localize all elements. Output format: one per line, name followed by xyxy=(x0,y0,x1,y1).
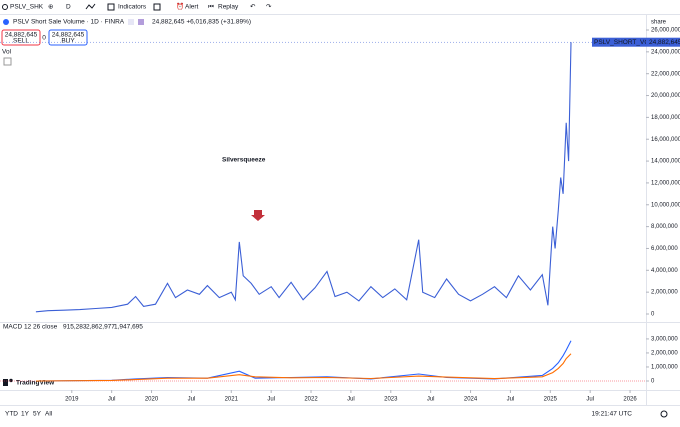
arrow-marker xyxy=(251,210,265,221)
last-value-bg xyxy=(646,37,680,47)
legend-title: PSLV Short Sale Volume · 1D · FINRA xyxy=(13,19,125,26)
alert[interactable]: Alert xyxy=(185,4,199,11)
y-tick-label: 4,000,000 xyxy=(651,268,678,274)
x-tick-label: 2025 xyxy=(544,397,558,403)
legend-badge xyxy=(138,19,144,25)
y-tick-label: 0 xyxy=(651,312,655,318)
buy-price: 24,882,645 xyxy=(52,32,85,39)
y-tick-label: 20,000,000 xyxy=(651,93,680,99)
logo-mark xyxy=(3,379,8,386)
undo[interactable]: ↶ xyxy=(250,4,256,11)
y-tick-label: 2,000,000 xyxy=(651,290,678,296)
x-tick-label: 2021 xyxy=(225,397,239,403)
sell-button[interactable] xyxy=(1,29,41,46)
range-button[interactable]: 5Y xyxy=(33,411,42,418)
search-icon[interactable] xyxy=(2,4,8,10)
legend-values: 24,882,645 +6,016,835 (+31.89%) xyxy=(152,19,251,26)
y-tick-label: 3,000,000 xyxy=(651,336,678,342)
indicators-icon[interactable] xyxy=(107,3,115,11)
chart-type-icon[interactable] xyxy=(85,3,96,10)
series-tag: PSLV_SHORT_VOLUME xyxy=(594,39,668,46)
macd-value: 2,862,977 xyxy=(86,324,115,331)
interval[interactable]: D xyxy=(66,4,71,11)
symbol[interactable]: PSLV_SHK xyxy=(10,4,44,11)
x-tick-label: Jul xyxy=(267,397,275,403)
x-tick-label: 2024 xyxy=(464,397,478,403)
x-tick-label: 2023 xyxy=(384,397,398,403)
signal-value: 1,947,695 xyxy=(114,324,143,331)
y-tick-label: 6,000,000 xyxy=(651,246,678,252)
alert-icon[interactable]: ⏰ xyxy=(176,2,184,11)
add-icon[interactable]: ⊕ xyxy=(48,4,54,11)
x-tick-label: Jul xyxy=(108,397,116,403)
unit-label: share xyxy=(651,20,667,26)
y-tick-label: 14,000,000 xyxy=(651,159,680,165)
logo-mark xyxy=(9,378,13,383)
y-tick-label: 22,000,000 xyxy=(651,71,680,77)
x-tick-label: 2022 xyxy=(304,397,318,403)
buy-label: BUY xyxy=(61,38,75,45)
x-tick-label: Jul xyxy=(427,397,435,403)
buy-button[interactable] xyxy=(48,29,88,46)
y-tick-label: 24,000,000 xyxy=(651,49,680,55)
last-value-label: 24,882,645 xyxy=(649,39,680,46)
macd-label: MACD 12 26 close xyxy=(3,324,58,331)
y-tick-label: 16,000,000 xyxy=(651,137,680,143)
y-tick-label: 26,000,000 xyxy=(651,28,680,34)
legend-badge xyxy=(128,19,134,25)
x-tick-label: 2019 xyxy=(65,397,79,403)
replay[interactable]: Replay xyxy=(218,4,239,11)
y-tick-label: 2,000,000 xyxy=(651,351,678,357)
x-tick-label: Jul xyxy=(586,397,594,403)
range-button[interactable]: All xyxy=(45,411,53,418)
macd-hist-value: 915,283 xyxy=(63,324,87,331)
series-line xyxy=(35,353,572,382)
indicators[interactable]: Indicators xyxy=(118,4,147,11)
clock: 19:21:47 UTC xyxy=(592,411,633,418)
collapse-button[interactable] xyxy=(3,57,12,66)
y-tick-label: 10,000,000 xyxy=(651,202,680,208)
settings-icon[interactable] xyxy=(660,410,668,418)
y-tick-label: 1,000,000 xyxy=(651,365,678,371)
range-button[interactable]: YTD xyxy=(5,411,18,418)
series-line xyxy=(35,42,572,313)
y-tick-label: 12,000,000 xyxy=(651,181,680,187)
range-button[interactable]: 1Y xyxy=(21,411,30,418)
series-tag-bg xyxy=(592,37,646,47)
x-tick-label: Jul xyxy=(507,397,515,403)
sell-price: 24,882,645 xyxy=(5,32,38,39)
y-tick-label: 0 xyxy=(651,379,655,385)
x-tick-label: 2026 xyxy=(623,397,637,403)
replay-icon[interactable]: ⏮ xyxy=(208,4,214,11)
x-tick-label: Jul xyxy=(188,397,196,403)
spread: 0 xyxy=(42,35,46,42)
vol-label: Vol xyxy=(2,49,12,56)
y-tick-label: 8,000,000 xyxy=(651,224,678,230)
sell-label: SELL xyxy=(13,38,29,45)
x-tick-label: Jul xyxy=(347,397,355,403)
x-tick-label: 2020 xyxy=(145,397,159,403)
logo: TradingView xyxy=(16,380,55,387)
layout-icon[interactable] xyxy=(153,3,161,11)
y-tick-label: 18,000,000 xyxy=(651,115,680,121)
symbol-logo xyxy=(3,19,9,25)
redo[interactable]: ↷ xyxy=(266,4,272,11)
annotation: Silversqueeze xyxy=(222,157,266,164)
